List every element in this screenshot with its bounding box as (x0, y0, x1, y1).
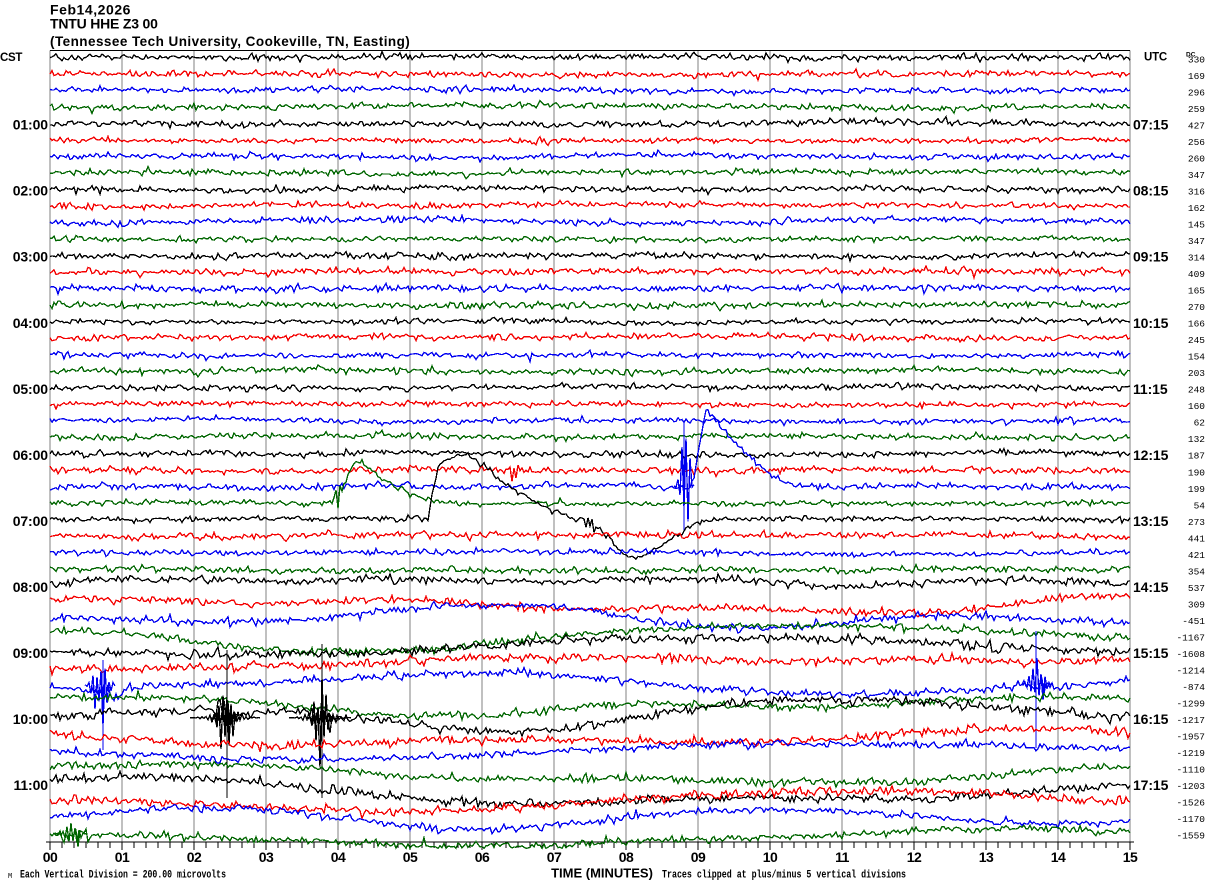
svg-text:248: 248 (1188, 385, 1205, 396)
svg-text:08:15: 08:15 (1133, 183, 1169, 199)
svg-text:07: 07 (547, 849, 562, 865)
svg-text:09: 09 (691, 849, 706, 865)
svg-text:10: 10 (763, 849, 778, 865)
svg-text:347: 347 (1188, 236, 1205, 247)
svg-text:259: 259 (1188, 104, 1205, 115)
svg-text:256: 256 (1188, 137, 1205, 148)
svg-text:316: 316 (1188, 187, 1205, 198)
svg-text:409: 409 (1188, 269, 1205, 280)
svg-text:190: 190 (1188, 467, 1205, 478)
svg-text:-1299: -1299 (1176, 698, 1205, 709)
svg-text:132: 132 (1188, 434, 1205, 445)
svg-text:270: 270 (1188, 302, 1205, 313)
svg-text:06:00: 06:00 (13, 447, 49, 463)
svg-text:187: 187 (1188, 451, 1205, 462)
svg-text:-1170: -1170 (1176, 814, 1205, 825)
svg-text:08:00: 08:00 (13, 579, 49, 595)
svg-text:330: 330 (1188, 55, 1205, 66)
svg-text:09:15: 09:15 (1133, 249, 1169, 265)
svg-text:-1219: -1219 (1176, 748, 1205, 759)
svg-text:169: 169 (1188, 71, 1205, 82)
svg-text:-1167: -1167 (1176, 632, 1205, 643)
svg-text:TNTU HHE Z3 00: TNTU HHE Z3 00 (50, 16, 158, 32)
svg-text:-1217: -1217 (1176, 715, 1205, 726)
svg-text:54: 54 (1194, 500, 1206, 511)
svg-text:273: 273 (1188, 517, 1205, 528)
svg-text:11:00: 11:00 (13, 777, 48, 793)
svg-text:-1203: -1203 (1176, 781, 1205, 792)
svg-text:154: 154 (1188, 352, 1205, 363)
svg-text:537: 537 (1188, 583, 1205, 594)
svg-text:11:15: 11:15 (1133, 381, 1168, 397)
svg-text:203: 203 (1188, 368, 1205, 379)
svg-text:-1526: -1526 (1176, 798, 1205, 809)
svg-text:01:00: 01:00 (13, 117, 49, 133)
svg-text:02: 02 (187, 849, 202, 865)
svg-text:14:15: 14:15 (1133, 579, 1169, 595)
svg-text:309: 309 (1188, 599, 1205, 610)
svg-text:07:15: 07:15 (1133, 117, 1169, 133)
svg-text:260: 260 (1188, 154, 1205, 165)
svg-text:12:15: 12:15 (1133, 447, 1169, 463)
svg-text:-874: -874 (1182, 682, 1205, 693)
svg-text:13: 13 (979, 849, 994, 865)
svg-text:13:15: 13:15 (1133, 513, 1169, 529)
svg-text:12: 12 (907, 849, 922, 865)
svg-text:-1559: -1559 (1176, 831, 1205, 842)
svg-text:354: 354 (1188, 566, 1205, 577)
svg-text:05:00: 05:00 (13, 381, 49, 397)
svg-text:TIME (MINUTES): TIME (MINUTES) (551, 866, 653, 881)
svg-text:02:00: 02:00 (13, 183, 49, 199)
svg-text:17:15: 17:15 (1133, 777, 1169, 793)
svg-text:09:00: 09:00 (13, 645, 49, 661)
svg-text:CST: CST (0, 52, 22, 64)
svg-text:Traces clipped at plus/minus 5: Traces clipped at plus/minus 5 vertical … (662, 870, 906, 882)
svg-text:62: 62 (1194, 418, 1206, 429)
svg-text:Feb14,2026: Feb14,2026 (50, 2, 131, 18)
svg-text:06: 06 (475, 849, 490, 865)
svg-text:Each Vertical Division = 200.: Each Vertical Division = 200.00 microvol… (20, 870, 226, 882)
svg-text:(Tennessee Tech University, Co: (Tennessee Tech University, Cookeville, … (50, 34, 410, 49)
svg-text:427: 427 (1188, 121, 1205, 132)
svg-text:04: 04 (331, 849, 346, 865)
svg-text:11: 11 (835, 849, 850, 865)
svg-text:16:15: 16:15 (1133, 711, 1169, 727)
svg-text:01: 01 (115, 849, 130, 865)
svg-text:166: 166 (1188, 319, 1205, 330)
svg-text:245: 245 (1188, 335, 1205, 346)
svg-text:199: 199 (1188, 484, 1205, 495)
svg-text:-1608: -1608 (1176, 649, 1205, 660)
svg-text:03: 03 (259, 849, 274, 865)
svg-text:15:15: 15:15 (1133, 645, 1169, 661)
svg-text:08: 08 (619, 849, 634, 865)
svg-text:-1957: -1957 (1176, 731, 1205, 742)
svg-text:14: 14 (1051, 849, 1066, 865)
svg-text:162: 162 (1188, 203, 1205, 214)
svg-text:-1110: -1110 (1176, 764, 1205, 775)
svg-text:10:15: 10:15 (1133, 315, 1169, 331)
svg-text:160: 160 (1188, 401, 1205, 412)
svg-text:10:00: 10:00 (13, 711, 49, 727)
svg-text:M: M (8, 873, 12, 881)
svg-text:441: 441 (1188, 533, 1205, 544)
svg-text:DC: DC (1186, 52, 1196, 59)
svg-text:-451: -451 (1182, 616, 1205, 627)
svg-text:145: 145 (1188, 220, 1205, 231)
svg-text:UTC: UTC (1144, 52, 1167, 64)
svg-text:04:00: 04:00 (13, 315, 49, 331)
svg-text:15: 15 (1123, 849, 1138, 865)
svg-text:05: 05 (403, 849, 418, 865)
svg-text:07:00: 07:00 (13, 513, 49, 529)
svg-text:03:00: 03:00 (13, 249, 49, 265)
svg-text:-1214: -1214 (1176, 665, 1205, 676)
svg-text:165: 165 (1188, 286, 1205, 297)
svg-text:314: 314 (1188, 253, 1205, 264)
svg-text:421: 421 (1188, 550, 1205, 561)
svg-text:347: 347 (1188, 170, 1205, 181)
svg-text:00: 00 (43, 849, 58, 865)
svg-text:296: 296 (1188, 88, 1205, 99)
